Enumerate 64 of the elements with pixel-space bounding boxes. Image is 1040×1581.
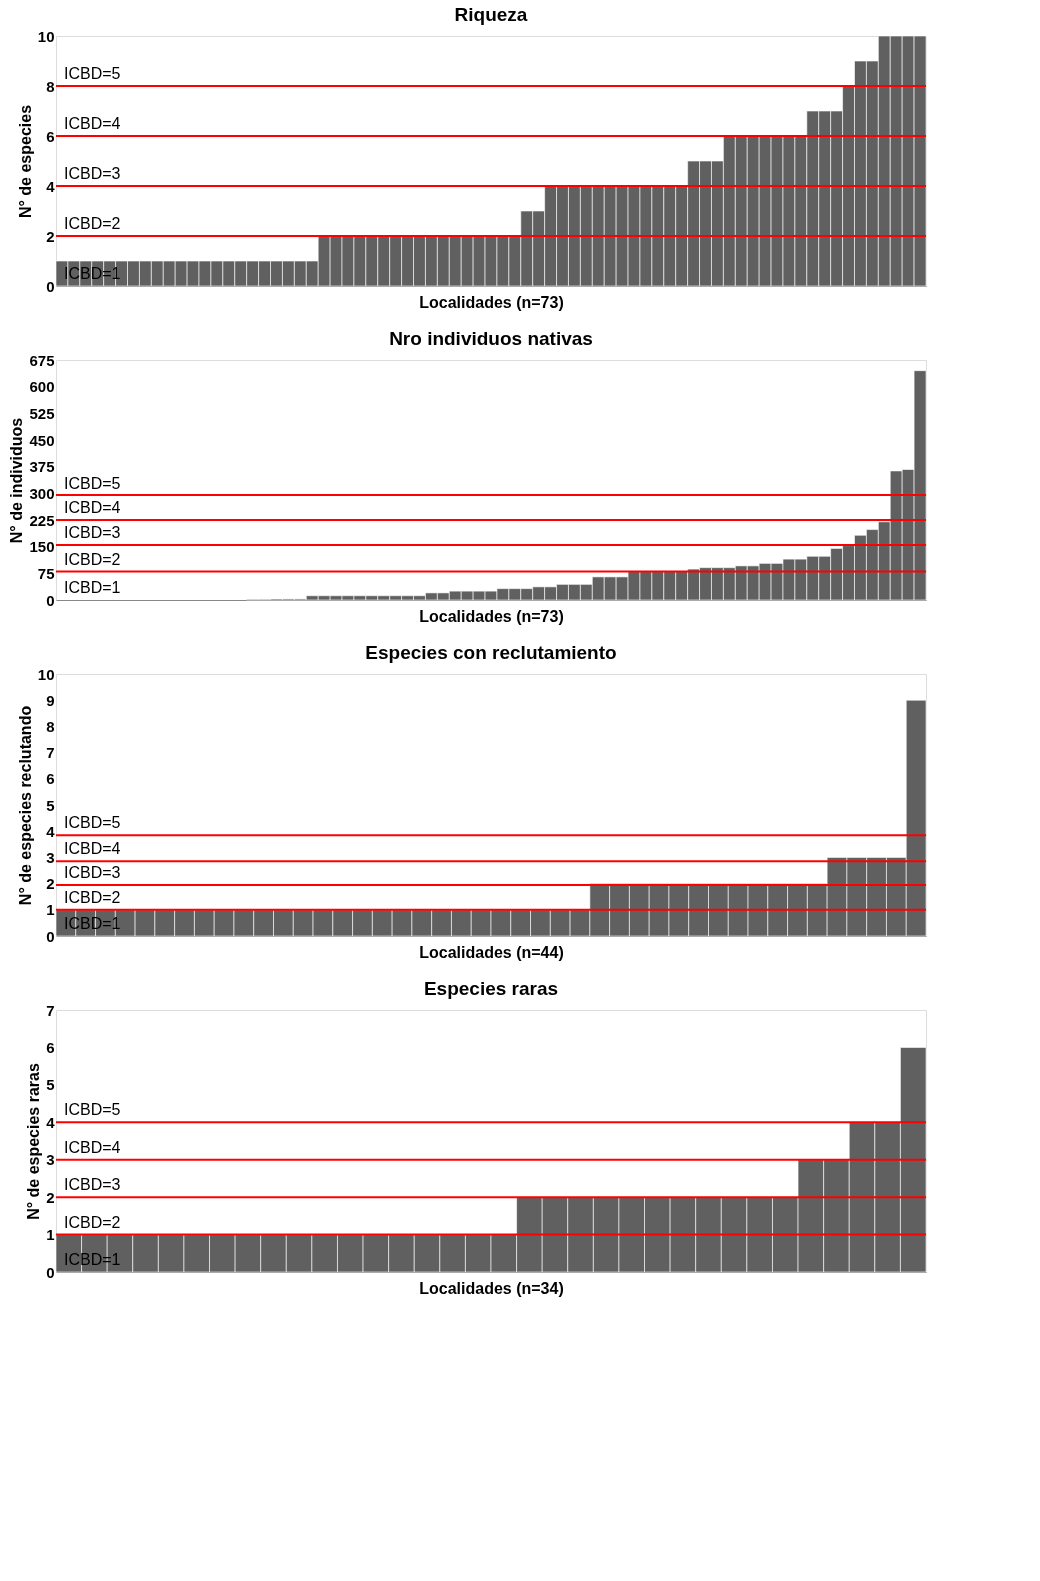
y-tick-label: 3 <box>46 848 55 866</box>
chart-title: Especies con reclutamiento <box>365 642 617 663</box>
annotation: ICBD=5 <box>64 1101 121 1119</box>
y-tick-label: 675 <box>29 351 55 369</box>
y-tick-label: 0 <box>46 277 55 295</box>
y-tick-label: 600 <box>29 378 55 396</box>
y-tick-label: 8 <box>46 717 55 735</box>
chart-title: Nro individuos nativas <box>389 328 593 349</box>
x-axis-title: Localidades (n=44) <box>419 943 564 961</box>
y-tick-label: 150 <box>29 538 55 556</box>
y-tick-label: 7 <box>46 744 55 762</box>
annotation: ICBD=3 <box>64 524 121 542</box>
y-tick-label: 4 <box>46 822 56 840</box>
y-tick-label: 225 <box>29 511 55 529</box>
y-tick-label: 6 <box>46 127 55 145</box>
y-tick-label: 1 <box>46 1226 55 1244</box>
annotation: ICBD=5 <box>64 474 121 492</box>
annotation: ICBD=2 <box>64 888 121 906</box>
y-tick-label: 0 <box>46 591 55 609</box>
x-axis-title: Localidades (n=34) <box>419 1279 564 1297</box>
y-tick-label: 10 <box>37 665 55 683</box>
annotation: ICBD=5 <box>64 814 121 832</box>
y-tick-label: 450 <box>29 431 55 449</box>
y-tick-label: 6 <box>46 1038 55 1056</box>
y-tick-label: 6 <box>46 770 55 788</box>
y-tick-label: 75 <box>37 564 55 582</box>
y-axis-title: N° de especies reclutando <box>16 705 34 906</box>
x-axis-title: Localidades (n=73) <box>419 293 564 311</box>
annotation: ICBD=3 <box>64 1176 121 1194</box>
annotation: ICBD=5 <box>64 65 121 83</box>
y-tick-label: 0 <box>46 1263 55 1281</box>
y-tick-label: 2 <box>46 1188 55 1206</box>
y-tick-label: 2 <box>46 875 55 893</box>
y-tick-label: 525 <box>29 404 55 422</box>
y-tick-label: 7 <box>46 1001 55 1019</box>
y-tick-label: 8 <box>46 77 55 95</box>
y-tick-label: 2 <box>46 227 55 245</box>
y-tick-label: 300 <box>29 484 55 502</box>
y-tick-label: 375 <box>29 458 55 476</box>
chart-title: Especies raras <box>423 978 559 999</box>
y-tick-label: 5 <box>46 1076 55 1094</box>
y-tick-label: 4 <box>46 177 56 195</box>
y-tick-label: 1 <box>46 901 55 919</box>
y-tick-label: 3 <box>46 1151 55 1169</box>
annotation: ICBD=2 <box>64 550 121 568</box>
annotation: ICBD=4 <box>64 840 121 858</box>
annotation: ICBD=4 <box>64 115 121 133</box>
y-tick-label: 4 <box>46 1113 56 1131</box>
x-axis-title: Localidades (n=73) <box>419 607 564 625</box>
y-tick-label: 0 <box>46 927 55 945</box>
y-axis-title: N° de especies <box>16 104 34 219</box>
annotation: ICBD=2 <box>64 1213 121 1231</box>
annotation: ICBD=4 <box>64 1138 121 1156</box>
chart-title: Riqueza <box>454 4 528 25</box>
y-tick-label: 9 <box>46 691 55 709</box>
y-tick-label: 10 <box>37 27 55 45</box>
annotation: ICBD=4 <box>64 499 121 517</box>
y-axis-title: N° de individuos <box>8 417 26 544</box>
y-tick-label: 5 <box>46 796 55 814</box>
annotation: ICBD=2 <box>64 215 121 233</box>
annotation: ICBD=1 <box>64 579 121 597</box>
annotation: ICBD=3 <box>64 863 121 881</box>
annotation: ICBD=3 <box>64 165 121 183</box>
y-axis-title: N° de especies raras <box>25 1063 43 1220</box>
